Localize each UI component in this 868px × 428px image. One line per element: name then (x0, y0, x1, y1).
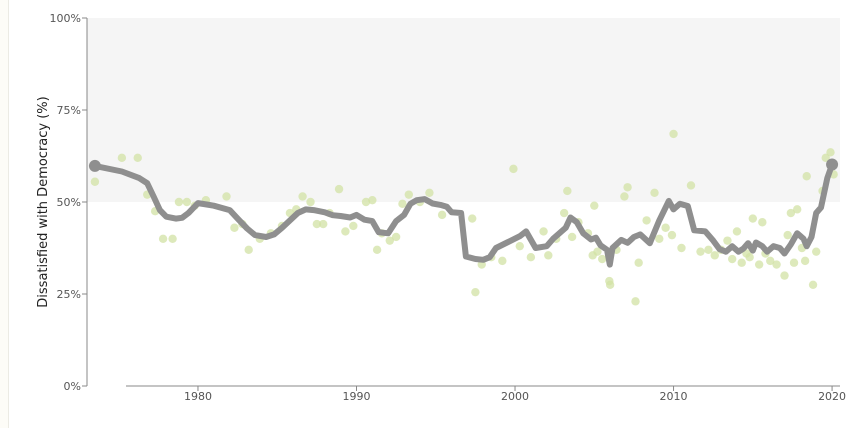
y-axis-label: Dissatisfied with Democracy (%) (36, 96, 51, 307)
survey-point (244, 245, 253, 255)
survey-point (792, 205, 802, 214)
survey-point (437, 210, 447, 220)
survey-point (563, 186, 572, 196)
survey-point (661, 223, 670, 232)
y-tick-label: 100% (50, 12, 81, 25)
survey-point (133, 153, 142, 163)
survey-point (634, 258, 643, 267)
survey-point (398, 199, 407, 209)
survey-point (593, 247, 602, 256)
survey-point (174, 197, 184, 207)
y-tick-label: 25% (57, 288, 81, 301)
survey-point (642, 216, 651, 225)
y-tick-label: 0% (64, 380, 81, 393)
survey-point (783, 230, 792, 240)
survey-point (598, 254, 607, 264)
survey-point (515, 241, 524, 251)
survey-point (650, 188, 659, 197)
survey-point (372, 245, 382, 255)
survey-point (391, 232, 401, 242)
survey-point (737, 258, 746, 267)
x-tick-label: 2000 (501, 390, 529, 403)
survey-point (772, 260, 781, 269)
x-tick-label: 2020 (818, 390, 846, 403)
survey-point (182, 197, 192, 207)
survey-point (620, 192, 629, 201)
survey-point (158, 234, 168, 243)
survey-point (222, 192, 231, 201)
survey-point (758, 218, 767, 227)
survey-point (728, 254, 737, 264)
survey-point (789, 258, 799, 267)
survey-point (425, 188, 434, 197)
x-tick-label: 1980 (184, 390, 212, 403)
survey-point (539, 227, 548, 236)
trend-endpoint (826, 158, 839, 171)
survey-point (802, 172, 811, 181)
survey-point (754, 260, 764, 269)
survey-point (90, 177, 100, 186)
survey-point (544, 251, 553, 260)
trend-endpoints (88, 158, 839, 172)
survey-point (385, 236, 394, 245)
survey-point (669, 129, 678, 139)
survey-point (605, 280, 615, 289)
trend-line (91, 161, 836, 268)
survey-point (526, 253, 536, 262)
survey-point (704, 245, 713, 255)
survey-point (306, 197, 315, 207)
survey-point (766, 256, 775, 266)
survey-point (341, 227, 350, 236)
survey-point (655, 234, 664, 243)
survey-point (631, 297, 640, 306)
survey-point (786, 208, 796, 218)
survey-point (732, 227, 742, 236)
survey-point (334, 184, 344, 194)
survey-point (559, 208, 569, 218)
survey-point (826, 148, 835, 157)
survey-point (168, 234, 177, 243)
survey-point (361, 197, 371, 207)
survey-point (368, 195, 377, 205)
survey-point (808, 280, 818, 289)
survey-point (471, 287, 480, 297)
survey-point (812, 247, 821, 256)
survey-point (468, 214, 477, 223)
survey-point (404, 190, 414, 199)
survey-point (710, 251, 719, 260)
survey-point (745, 253, 754, 262)
trend-endpoint (88, 159, 101, 172)
y-axis: 0% 25% 50% 75% 100% (50, 12, 88, 393)
survey-point (319, 219, 328, 229)
survey-point (312, 219, 322, 229)
dissatisfied-band (87, 18, 840, 202)
survey-point (298, 192, 307, 201)
x-tick-label: 2010 (660, 390, 688, 403)
survey-point (509, 164, 518, 174)
survey-point (230, 223, 239, 232)
survey-point (567, 232, 577, 242)
survey-point (349, 221, 358, 231)
x-axis: 1980 1990 2000 2010 2020 (126, 385, 846, 403)
survey-point (498, 256, 507, 266)
survey-point (780, 271, 789, 280)
survey-point (723, 236, 732, 245)
survey-point (623, 183, 632, 192)
survey-point (800, 256, 810, 266)
y-tick-label: 75% (57, 104, 81, 117)
survey-point (677, 243, 686, 253)
survey-point (667, 230, 677, 240)
survey-point (117, 153, 127, 163)
survey-point (821, 153, 830, 163)
survey-point (748, 214, 758, 223)
x-tick-label: 1990 (342, 390, 370, 403)
survey-point (590, 201, 599, 210)
y-tick-label: 50% (57, 196, 81, 209)
survey-point (686, 181, 696, 190)
survey-point (696, 247, 705, 256)
